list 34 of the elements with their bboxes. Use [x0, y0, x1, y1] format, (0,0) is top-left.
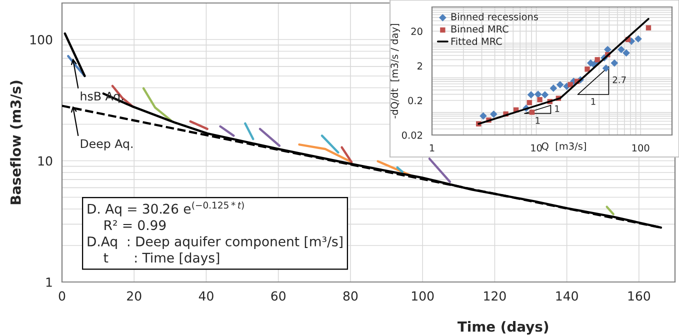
x-tick-label: 80: [343, 291, 358, 301]
y-axis-title: -dQ/dt [m3/s / day]: [390, 24, 400, 118]
x-tick-label: 40: [198, 291, 214, 301]
y-tick-label: 2: [418, 62, 422, 70]
y-tick-label: 10: [38, 156, 52, 166]
x-axis-title: Q [m3/s]: [542, 142, 586, 151]
legend-label: Binned recessions: [451, 12, 538, 20]
x-tick-label: 1: [430, 144, 434, 152]
y-tick-label: 0.02: [402, 131, 422, 139]
x-tick-label: 120: [484, 291, 506, 301]
annotation: 1: [536, 117, 540, 124]
annotation: 2.7: [612, 76, 626, 84]
legend-label: Binned MRC: [451, 25, 508, 33]
x-tick-label: 20: [127, 291, 142, 301]
y-tick-label: 20: [411, 28, 422, 36]
annotation: R² = 0.99: [104, 220, 166, 230]
x-tick-label: 0: [58, 291, 66, 301]
x-tick-label: 140: [556, 291, 578, 301]
legend-label: Fitted MRC: [451, 37, 502, 46]
annotation: 1: [555, 105, 560, 112]
annotation: D. Aq = 30.26 e$^{(−0.125*t)}$: [88, 202, 244, 216]
annotation: D.Aq : Deep aquifer component [m³/s]: [88, 236, 342, 249]
annotation: 1: [591, 98, 596, 105]
y-axis-title: Baseflow (m3/s): [10, 80, 22, 204]
x-tick-label: 10: [531, 144, 542, 152]
y-tick-label: 1: [46, 278, 52, 287]
x-tick-label: 100: [632, 144, 650, 152]
x-tick-label: 60: [271, 291, 286, 301]
x-tick-label: 160: [628, 291, 650, 301]
annotation: t : Time [days]: [104, 252, 220, 266]
y-tick-label: 0.2: [408, 96, 422, 104]
y-tick-label: 100: [30, 34, 52, 44]
x-axis-title: Time (days): [457, 321, 548, 335]
annotation: Deep Aq.: [80, 139, 132, 150]
